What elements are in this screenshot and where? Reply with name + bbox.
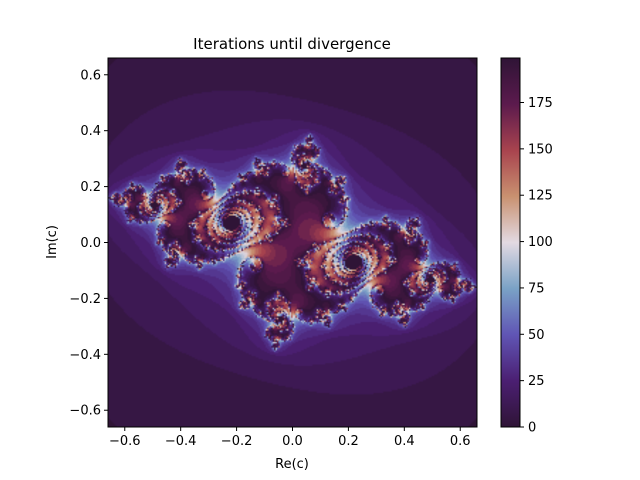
colorbar-tick-label: 25: [528, 374, 545, 389]
y-tick-label: −0.4: [69, 348, 101, 363]
x-tick-label: 0.2: [338, 434, 359, 449]
x-axis-label: Re(c): [275, 457, 309, 472]
y-axis: −0.6 −0.4 −0.2 0.0 0.2 0.4 0.6: [69, 68, 108, 419]
colorbar-tick-label: 125: [528, 189, 553, 204]
heatmap-image: [108, 58, 477, 427]
y-axis-label: Im(c): [45, 225, 60, 259]
x-tick-label: −0.2: [221, 434, 253, 449]
colorbar-tick-label: 50: [528, 328, 545, 343]
chart-title: Iterations until divergence: [193, 35, 391, 53]
x-axis: −0.6 −0.4 −0.2 0.0 0.2 0.4 0.6: [109, 427, 471, 449]
colorbar-tick-label: 175: [528, 96, 553, 111]
y-tick-label: −0.6: [69, 404, 101, 419]
y-tick-label: 0.2: [80, 180, 101, 195]
colorbar-tick-label: 75: [528, 281, 545, 296]
y-tick-label: 0.6: [80, 68, 101, 83]
x-tick-label: 0.0: [282, 434, 303, 449]
x-tick-label: 0.4: [394, 434, 415, 449]
colorbar-tick-label: 100: [528, 235, 553, 250]
colorbar-tick-label: 150: [528, 142, 553, 157]
y-tick-label: −0.2: [69, 292, 101, 307]
colorbar-ticks: 0 25 50 75 100 125 150 175: [520, 96, 553, 436]
colorbar: 0 25 50 75 100 125 150 175: [500, 57, 553, 436]
plot-area: [107, 57, 478, 428]
y-tick-label: 0.0: [80, 236, 101, 251]
colorbar-tick-label: 0: [528, 421, 536, 436]
colorbar-gradient: [500, 57, 521, 428]
x-tick-label: −0.4: [165, 434, 197, 449]
x-tick-label: −0.6: [109, 434, 141, 449]
y-tick-label: 0.4: [80, 124, 101, 139]
x-tick-label: 0.6: [450, 434, 471, 449]
